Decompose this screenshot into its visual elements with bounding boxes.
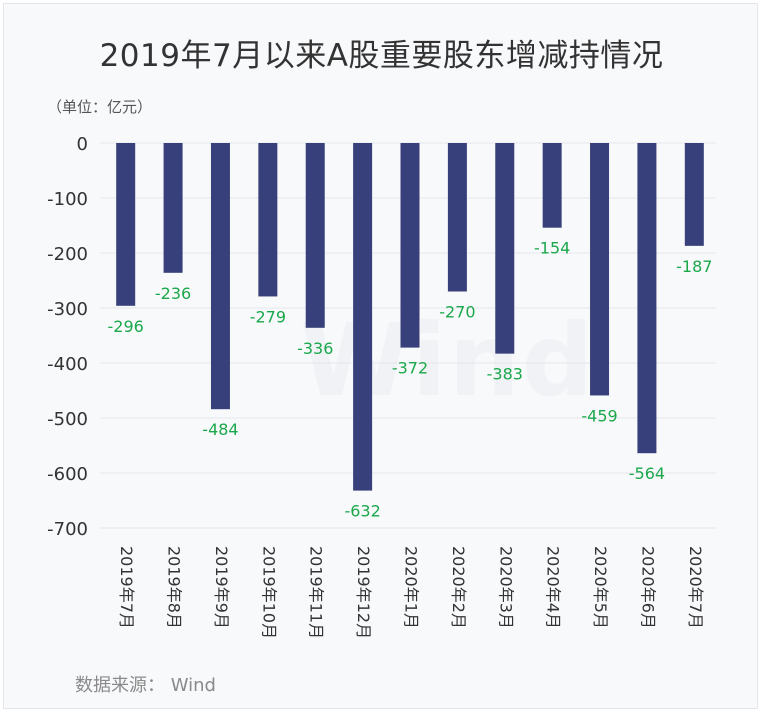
data-label: -154 [534,239,570,258]
y-tick-label: -400 [47,354,88,375]
x-tick-label: 2020年6月 [638,546,657,629]
y-tick-label: -600 [47,464,88,485]
data-source: 数据来源： Wind [75,675,216,696]
bar [400,143,420,348]
y-tick-label: -500 [47,409,88,430]
y-tick-label: -200 [47,244,88,265]
bar [637,143,657,454]
bar [447,143,467,292]
data-label: -279 [250,307,286,326]
data-label: -484 [202,420,238,439]
x-tick-label: 2020年1月 [402,546,421,629]
y-tick-label: -100 [47,189,88,210]
wind-watermark: Wind [300,302,596,419]
bar [305,143,325,328]
x-tick-label: 2019年9月 [212,546,231,629]
x-tick-label: 2019年8月 [165,546,184,629]
bar [542,143,562,228]
bar [163,143,183,273]
data-label: -564 [629,464,665,483]
data-label: -270 [439,303,475,322]
bar [116,143,136,306]
data-label: -187 [676,257,712,276]
x-tick-label: 2019年7月 [117,546,136,629]
data-label: -383 [487,365,523,384]
x-tick-label: 2020年2月 [449,546,468,629]
data-label: -296 [108,317,144,336]
y-tick-label: -300 [47,299,88,320]
data-label: -336 [297,339,333,358]
bar [258,143,278,297]
x-tick-label: 2019年10月 [259,546,278,639]
x-tick-label: 2020年3月 [496,546,515,629]
data-label: -236 [155,284,191,303]
x-tick-label: 2020年4月 [544,546,563,629]
x-tick-label: 2020年5月 [591,546,610,629]
unit-label: （单位：亿元） [47,98,153,116]
x-tick-label: 2020年7月 [686,546,705,629]
bar [590,143,610,396]
x-tick-label: 2019年11月 [307,546,326,639]
chart-title: 2019年7月以来A股重要股东增减持情况 [99,38,664,74]
x-tick-label: 2019年12月 [354,546,373,639]
bar [210,143,230,410]
data-label: -632 [344,502,380,521]
chart-card [3,3,758,709]
data-label: -459 [581,406,617,425]
data-label: -372 [392,359,428,378]
y-tick-label: 0 [77,134,88,155]
y-tick-label: -700 [47,519,88,540]
bar [495,143,515,354]
bar [684,143,704,246]
bar [353,143,373,491]
